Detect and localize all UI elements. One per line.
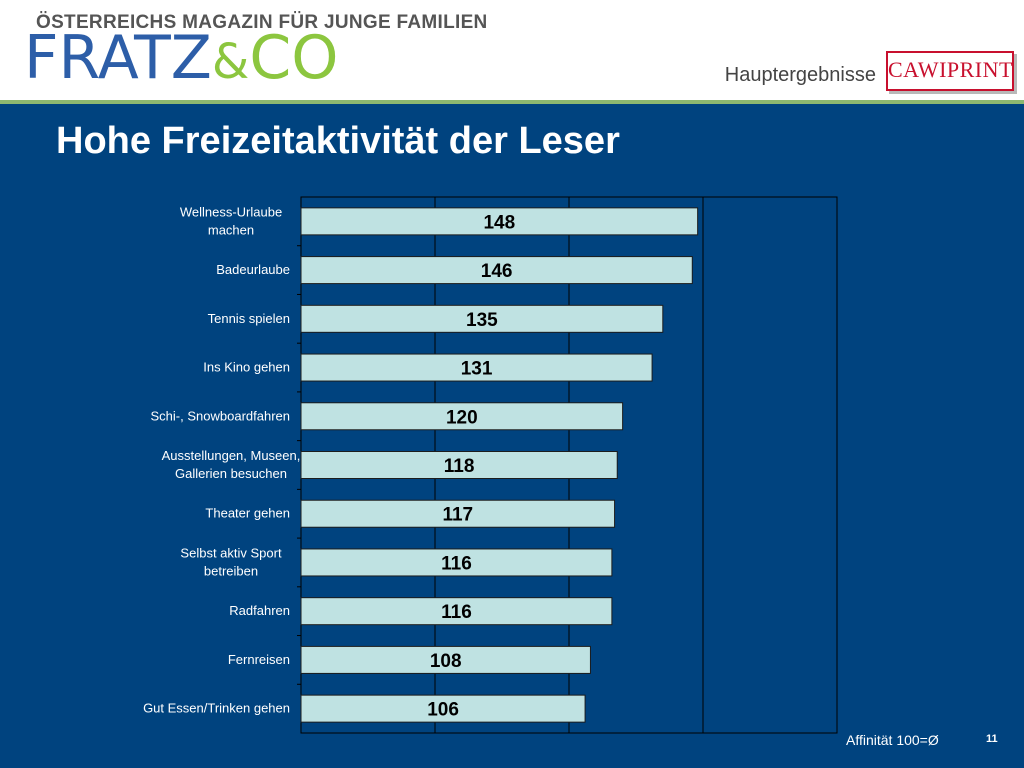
category-label: Gallerien besuchen [175, 466, 287, 481]
logo-tagline: ÖSTERREICHS MAGAZIN FÜR JUNGE FAMILIEN [36, 12, 488, 33]
affinity-footnote: Affinität 100=Ø [846, 732, 939, 748]
category-label: Ins Kino gehen [203, 360, 290, 375]
bar-value-label: 120 [446, 407, 478, 428]
bar-value-label: 118 [444, 456, 475, 477]
bar [300, 304, 664, 333]
bar-value-label: 131 [461, 359, 493, 380]
bar [300, 597, 613, 626]
bar [300, 451, 618, 479]
header-divider [0, 100, 1024, 104]
bar [300, 256, 693, 285]
logo-ampersand: & [211, 34, 250, 90]
bar-value-label: 148 [483, 212, 515, 233]
bar [300, 499, 616, 528]
category-label: betreiben [204, 563, 258, 578]
bar-value-label: 116 [441, 553, 472, 574]
category-label: Gut Essen/Trinken gehen [143, 701, 290, 716]
cawiprint-logo: CAWIPRINT [886, 51, 1014, 91]
bar-value-label: 108 [430, 651, 462, 672]
logo-fratz: FRATZ [24, 23, 212, 93]
bar [300, 694, 586, 723]
logo-co: CO [249, 23, 339, 93]
category-label: Theater gehen [205, 506, 290, 521]
category-label: Ausstellungen, Museen, [162, 448, 301, 463]
category-label: Fernreisen [228, 652, 290, 667]
bar [300, 402, 624, 431]
slide-title: Hohe Freizeitaktivität der Leser [56, 120, 620, 162]
header: ÖSTERREICHS MAGAZIN FÜR JUNGE FAMILIEN F… [0, 0, 1024, 100]
bar-value-label: 135 [466, 310, 498, 331]
bar-value-label: 117 [442, 505, 473, 526]
page-number: 11 [986, 733, 998, 745]
category-label: Radfahren [229, 603, 290, 618]
bar-value-label: 106 [427, 700, 459, 721]
bar [300, 353, 653, 382]
category-label: Schi-, Snowboardfahren [151, 408, 290, 423]
category-label: Tennis spielen [208, 311, 290, 326]
category-label: machen [208, 222, 254, 237]
section-title: Hauptergebnisse [724, 64, 876, 86]
bar-value-label: 146 [481, 261, 513, 282]
fratz-co-logo: FRATZ&CO [24, 26, 338, 94]
category-label: Wellness-Urlaube [180, 204, 282, 219]
category-label: Badeurlaube [216, 262, 290, 277]
bar [300, 645, 591, 674]
cawiprint-logo-text: CAWIPRINT [888, 57, 1013, 82]
bar [300, 548, 613, 577]
bar [300, 207, 699, 236]
bar-value-label: 116 [441, 602, 472, 623]
category-label: Selbst aktiv Sport [180, 545, 282, 560]
